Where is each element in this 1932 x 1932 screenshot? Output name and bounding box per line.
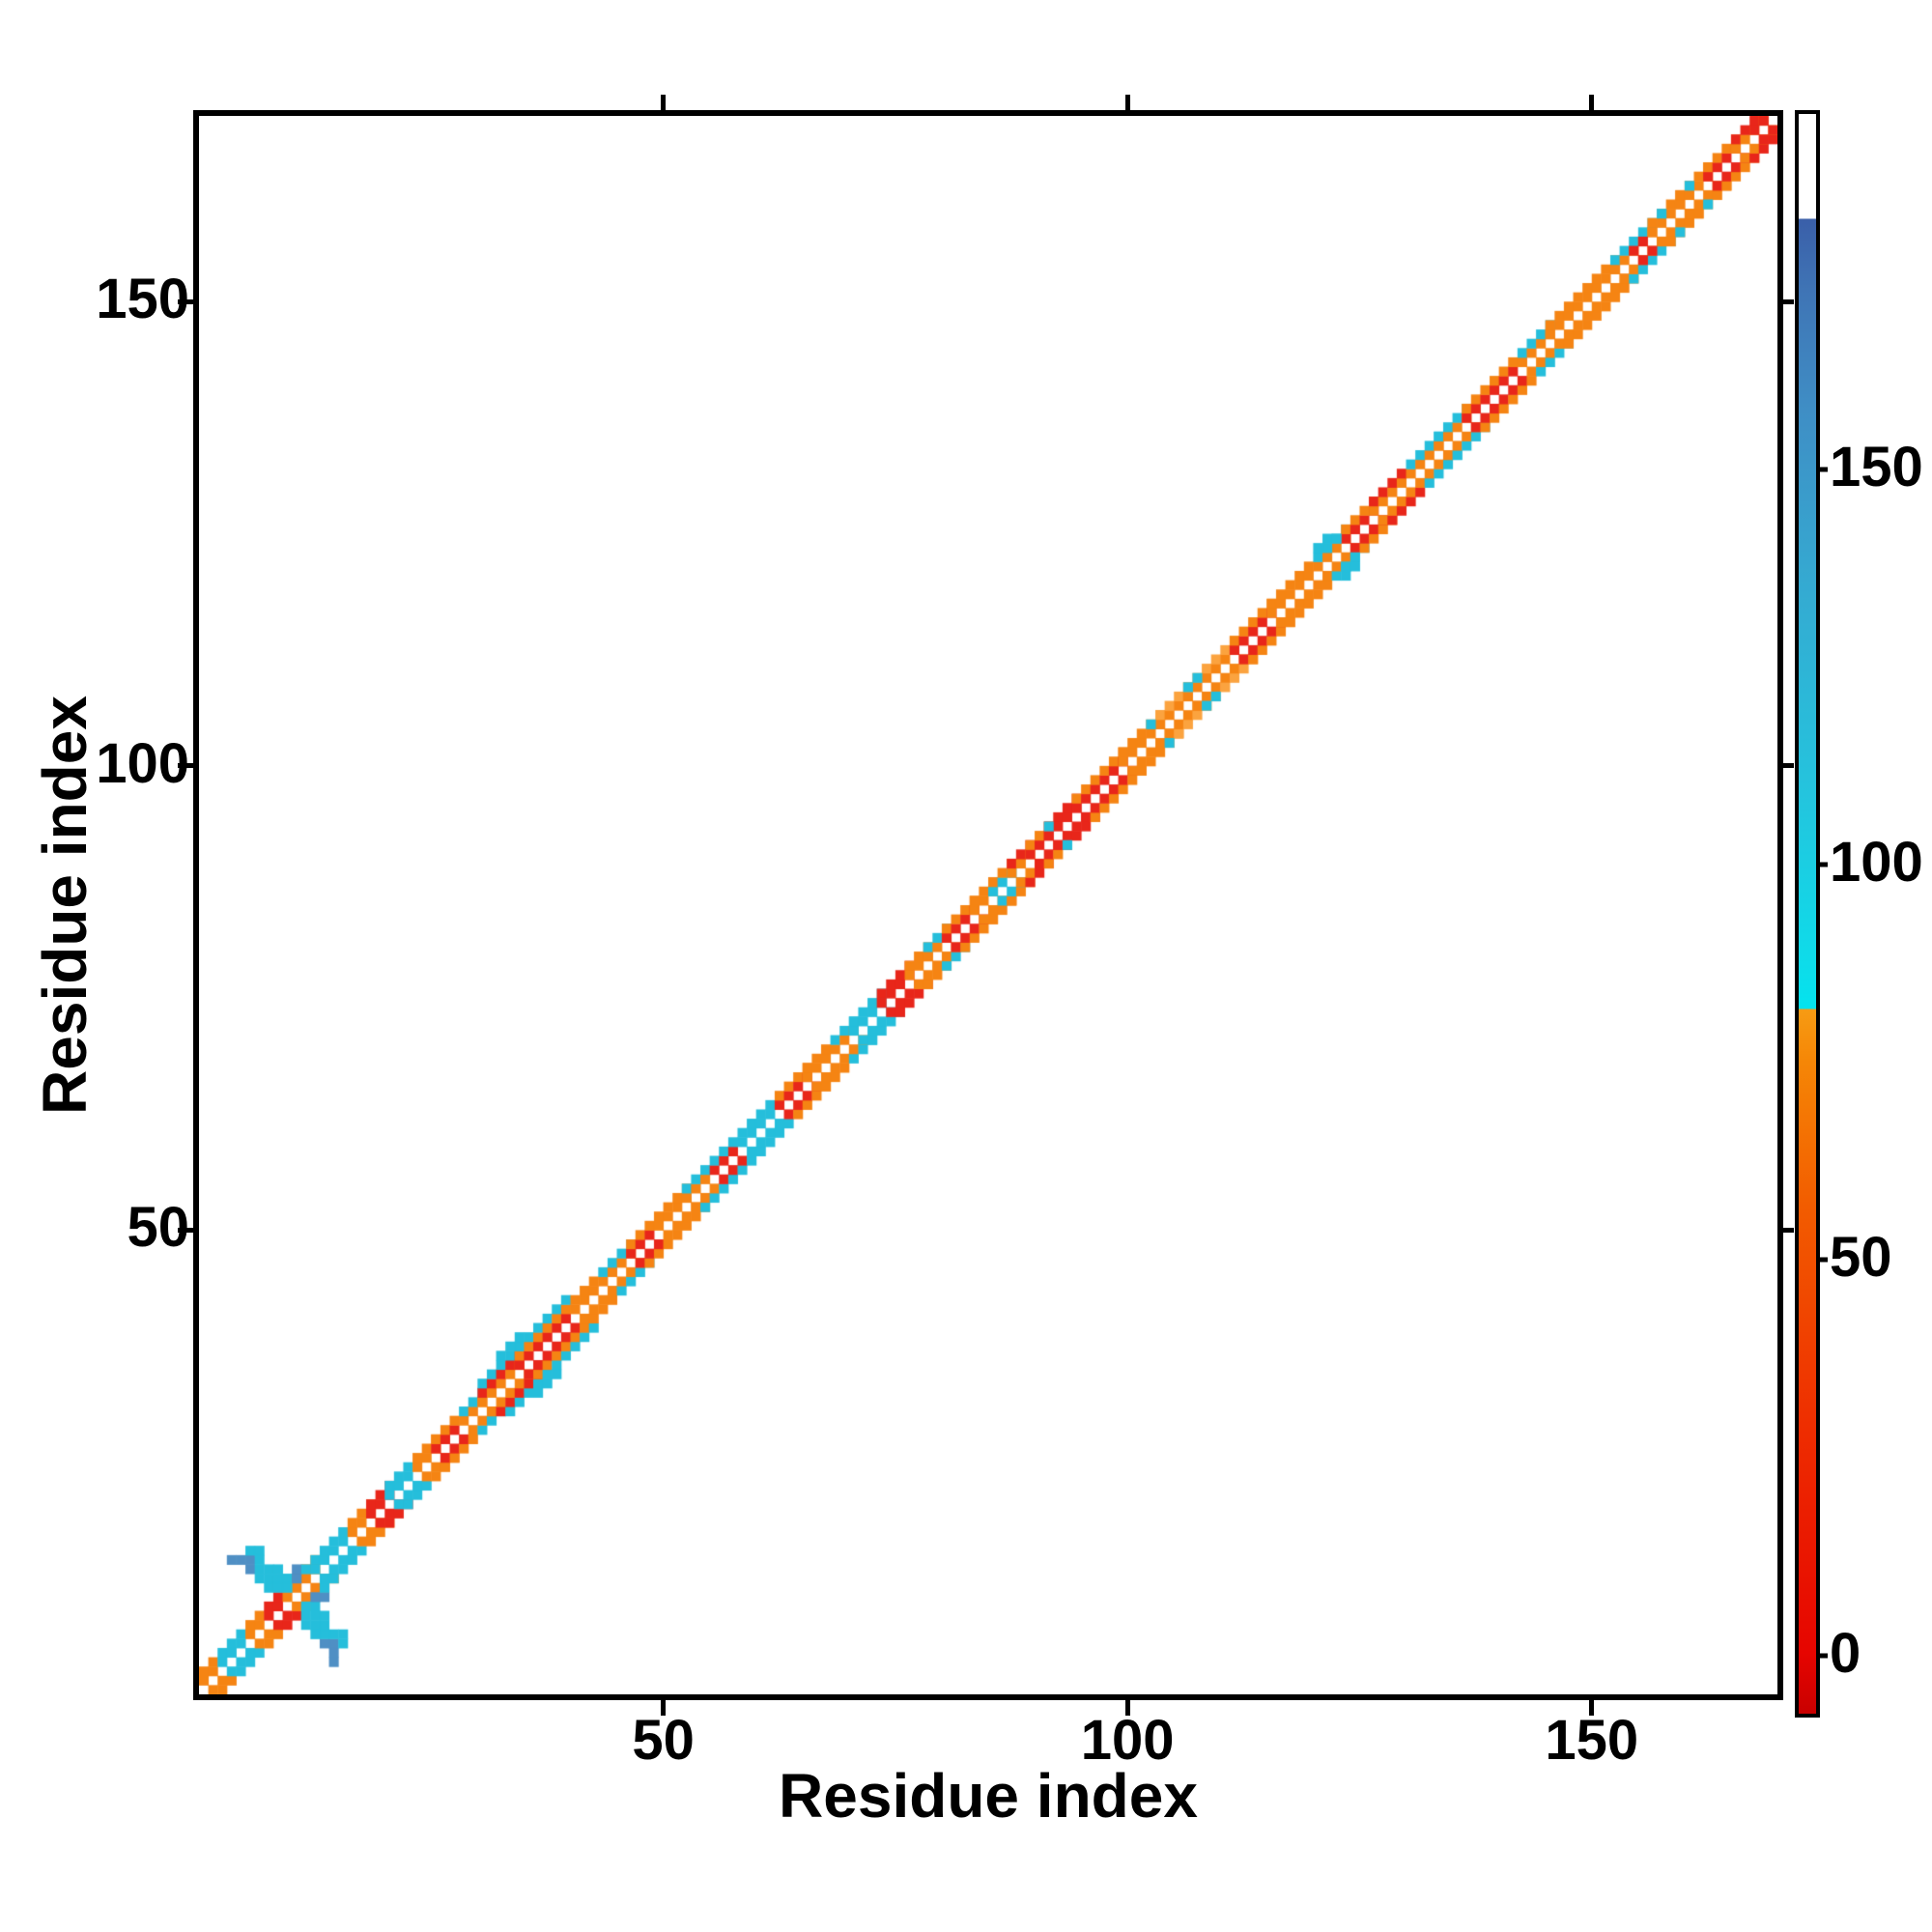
x-axis-tick: [1124, 1700, 1130, 1716]
y-axis-tick: [178, 1227, 193, 1233]
right-axis-tick: [1783, 1227, 1794, 1233]
contact-map-canvas: [199, 116, 1777, 1694]
x-axis-tick: [1589, 1700, 1595, 1716]
y-tick-label: 100: [96, 731, 189, 795]
colorbar-tick-label: 100: [1830, 830, 1923, 894]
x-tick-label: 50: [632, 1709, 695, 1772]
x-axis-tick: [661, 1700, 667, 1716]
colorbar-gradient: [1799, 114, 1816, 1714]
colorbar-tick: [1818, 1653, 1828, 1659]
top-axis-tick: [1124, 95, 1130, 110]
colorbar-tick-label: 0: [1830, 1622, 1861, 1686]
right-axis-tick: [1783, 298, 1794, 304]
x-axis-title: Residue index: [779, 1761, 1198, 1831]
y-axis-tick: [178, 298, 193, 304]
colorbar-tick-label: 50: [1830, 1225, 1892, 1289]
y-axis-title: Residue index: [30, 696, 99, 1115]
top-axis-tick: [661, 95, 667, 110]
y-axis-tick: [178, 763, 193, 769]
plot-area: [193, 110, 1783, 1700]
x-tick-label: 150: [1545, 1709, 1639, 1772]
y-tick-label: 50: [127, 1196, 189, 1260]
x-tick-label: 100: [1080, 1709, 1175, 1772]
colorbar: [1795, 110, 1820, 1718]
colorbar-tick: [1818, 1257, 1828, 1263]
colorbar-tick: [1818, 467, 1828, 472]
y-tick-label: 150: [96, 268, 189, 331]
colorbar-tick-label: 150: [1830, 435, 1923, 498]
right-axis-tick: [1783, 763, 1794, 769]
colorbar-tick: [1818, 862, 1828, 867]
top-axis-tick: [1589, 95, 1595, 110]
